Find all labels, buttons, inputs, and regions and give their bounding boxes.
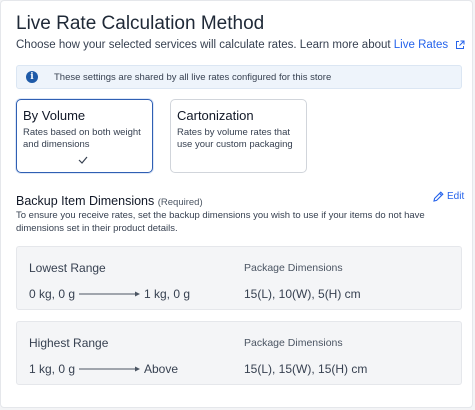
range-card-highest: Highest Range 1 kg, 0 g Above Package Di…	[16, 321, 462, 385]
range-card-lowest: Lowest Range 0 kg, 0 g 1 kg, 0 g Package…	[16, 246, 462, 310]
live-rates-link[interactable]: Live Rates	[393, 39, 449, 51]
page-subtitle: Choose how your selected services will c…	[16, 39, 465, 51]
range-to: 1 kg, 0 g	[144, 287, 191, 301]
package-dimensions-label: Package Dimensions	[244, 262, 343, 274]
option-title: By Volume	[23, 108, 86, 123]
info-icon: i	[26, 71, 38, 83]
range-from: 0 kg, 0 g	[29, 287, 76, 301]
range-to: Above	[144, 362, 179, 376]
subtitle-text: Choose how your selected services will c…	[16, 39, 394, 51]
option-by-volume[interactable]: By Volume Rates based on both weight and…	[16, 99, 153, 173]
option-cartonization[interactable]: Cartonization Rates by volume rates that…	[170, 99, 307, 173]
backup-title-text: Backup Item Dimensions	[16, 194, 155, 208]
arrow-right-icon	[79, 291, 140, 297]
info-banner: i These settings are shared by all live …	[16, 65, 462, 89]
package-dimensions-label: Package Dimensions	[244, 337, 343, 349]
external-link-icon[interactable]	[455, 40, 465, 50]
pencil-icon	[433, 191, 444, 202]
package-dimensions-value: 15(L), 10(W), 5(H) cm	[244, 287, 361, 301]
arrow-right-icon	[79, 366, 140, 372]
option-title: Cartonization	[177, 108, 254, 123]
range-label: Highest Range	[29, 336, 109, 350]
checkmark-icon	[78, 156, 88, 164]
required-label: (Required)	[157, 197, 203, 208]
page-title: Live Rate Calculation Method	[16, 13, 265, 34]
edit-label: Edit	[447, 191, 465, 202]
package-dimensions-value: 15(L), 15(W), 15(H) cm	[244, 362, 368, 376]
info-banner-text: These settings are shared by all live ra…	[54, 71, 332, 83]
option-description: Rates based on both weight and dimension…	[23, 127, 141, 150]
range-from: 1 kg, 0 g	[29, 362, 76, 376]
backup-description: To ensure you receive rates, set the bac…	[16, 210, 425, 234]
backup-section-title: Backup Item Dimensions (Required)	[16, 194, 203, 208]
range-label: Lowest Range	[29, 261, 106, 275]
edit-button[interactable]: Edit	[433, 191, 464, 202]
option-description: Rates by volume rates that use your cust…	[177, 127, 293, 150]
